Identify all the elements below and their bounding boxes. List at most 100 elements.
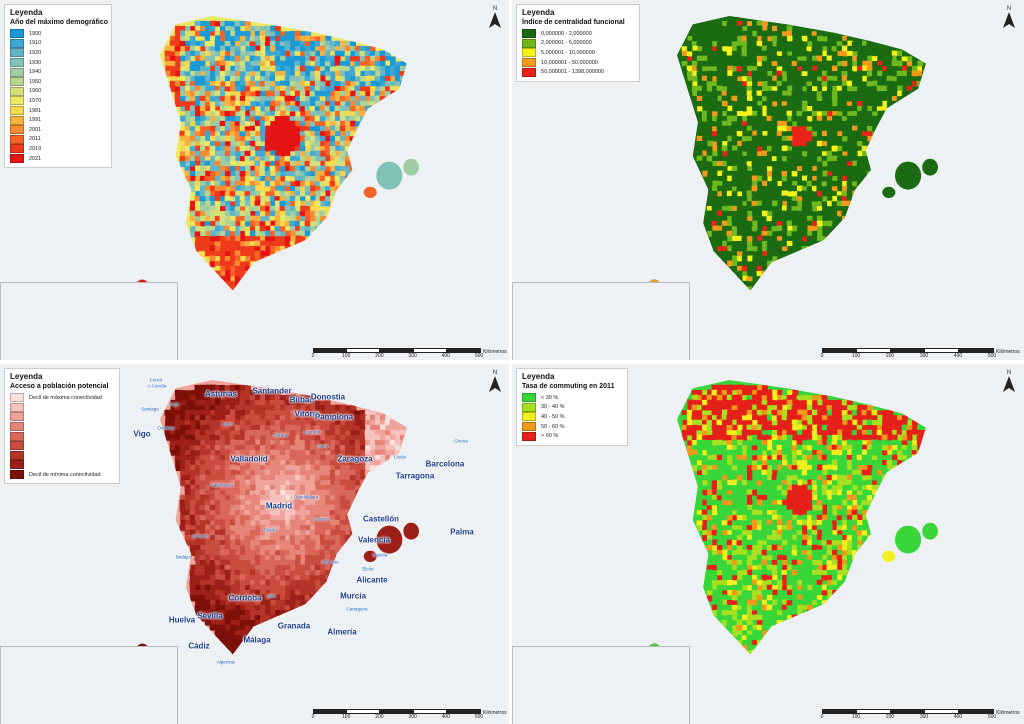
municipality-cell [320, 410, 327, 417]
municipality-cell [260, 175, 267, 182]
municipality-cell [255, 459, 262, 466]
municipality-cell [265, 539, 272, 546]
municipality-cell [264, 564, 271, 571]
municipality-cell [731, 245, 738, 252]
municipality-cell [816, 136, 823, 143]
municipality-cell [747, 30, 754, 37]
municipality-cell [747, 21, 754, 28]
municipality-cell [852, 55, 859, 62]
municipality-cell [384, 460, 391, 467]
municipality-cell [761, 91, 768, 98]
municipality-cell [821, 190, 828, 197]
municipality-cell [345, 420, 352, 427]
municipality-cell [310, 484, 317, 491]
municipality-cell [289, 439, 296, 446]
municipality-cell [856, 95, 863, 102]
municipality-cell [225, 166, 232, 173]
municipality-cell [861, 136, 868, 143]
municipality-cell [290, 530, 297, 537]
municipality-cell [240, 545, 247, 552]
municipality-cell [209, 455, 216, 462]
municipality-cell [861, 86, 868, 93]
municipality-cell [339, 495, 346, 502]
municipality-cell [350, 120, 357, 127]
municipality-cell [681, 61, 688, 68]
municipality-cell [349, 409, 356, 416]
municipality-cell [736, 175, 743, 182]
municipality-cell [235, 544, 242, 551]
municipality-cell [185, 524, 192, 531]
municipality-cell [169, 51, 176, 58]
municipality-cell [742, 131, 749, 138]
municipality-cell [319, 475, 326, 482]
municipality-cell [235, 115, 242, 122]
municipality-cell [295, 564, 302, 571]
municipality-cell [239, 41, 246, 48]
municipality-cell [294, 165, 301, 172]
municipality-cell [284, 469, 291, 476]
municipality-cell [270, 150, 277, 157]
municipality-cell [846, 115, 853, 122]
municipality-cell [867, 135, 874, 142]
municipality-cell [250, 580, 257, 587]
municipality-cell [756, 130, 763, 137]
municipality-cell [165, 70, 172, 77]
municipality-cell [190, 590, 197, 597]
municipality-cell [199, 610, 206, 617]
municipality-cell [204, 76, 211, 83]
municipality-cell [846, 206, 853, 213]
municipality-cell [776, 70, 783, 77]
municipality-cell [274, 459, 281, 466]
municipality-cell [300, 71, 307, 78]
municipality-cell [175, 70, 182, 77]
municipality-cell [284, 564, 291, 571]
municipality-cell [234, 176, 241, 183]
municipality-cell [801, 105, 808, 112]
municipality-cell [752, 260, 759, 267]
municipality-cell [797, 181, 804, 188]
municipality-cell [349, 485, 356, 492]
municipality-cell [717, 206, 724, 213]
municipality-cell [189, 136, 196, 143]
municipality-cell [304, 600, 311, 607]
municipality-cell [275, 45, 282, 52]
municipality-cell [290, 120, 297, 127]
municipality-cell [239, 120, 246, 127]
municipality-cell [742, 151, 749, 158]
municipality-cell [274, 206, 281, 213]
municipality-cell [320, 480, 327, 487]
municipality-cell [384, 419, 391, 426]
municipality-cell [199, 56, 206, 63]
municipality-cell [707, 171, 714, 178]
municipality-cell [862, 141, 869, 148]
municipality-cell [280, 171, 287, 178]
municipality-cell [776, 145, 783, 152]
municipality-cell [224, 265, 231, 272]
municipality-cell [797, 191, 804, 198]
municipality-cell [767, 36, 774, 43]
municipality-cell [255, 50, 262, 57]
municipality-cell [209, 145, 216, 152]
municipality-cell [762, 101, 769, 108]
municipality-cell [204, 510, 211, 517]
municipality-cell [757, 146, 764, 153]
municipality-cell [856, 175, 863, 182]
municipality-cell [385, 454, 392, 461]
municipality-cell [741, 160, 748, 167]
municipality-cell [802, 190, 809, 197]
municipality-cell [214, 399, 221, 406]
municipality-cell [354, 45, 361, 52]
municipality-cell [299, 221, 306, 228]
municipality-cell [344, 490, 351, 497]
municipality-cell [329, 186, 336, 193]
municipality-cell [254, 444, 261, 451]
municipality-cell [205, 70, 212, 77]
municipality-cell [270, 71, 277, 78]
municipality-cell [229, 549, 236, 556]
municipality-cell [722, 151, 729, 158]
municipality-cell [851, 71, 858, 78]
municipality-cell [334, 165, 341, 172]
municipality-cell [731, 141, 738, 148]
municipality-cell [235, 31, 242, 38]
municipality-cell [305, 584, 312, 591]
